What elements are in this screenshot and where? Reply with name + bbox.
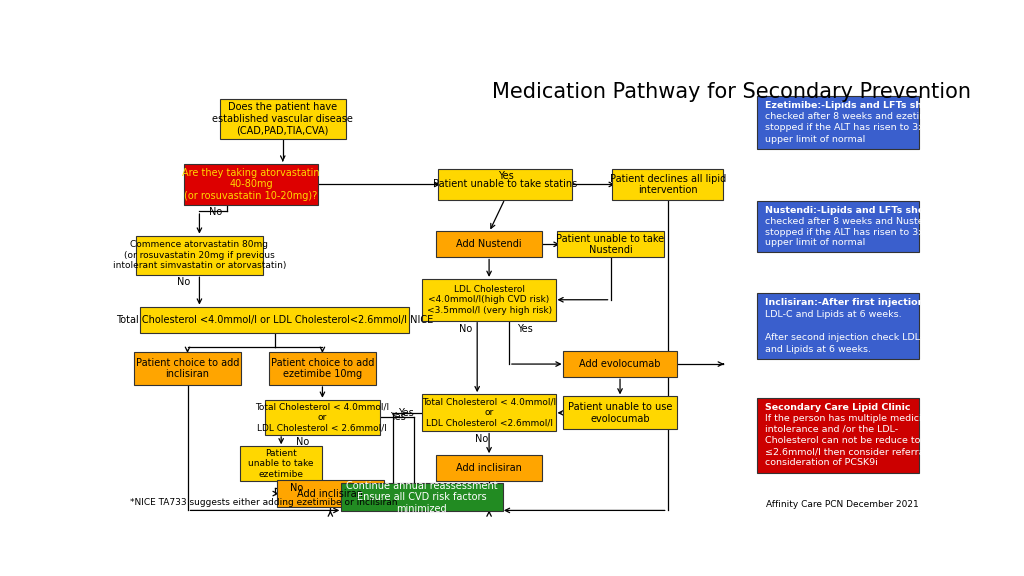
FancyBboxPatch shape — [557, 231, 664, 257]
Text: Patient unable to take statins: Patient unable to take statins — [433, 180, 578, 190]
Text: stopped if the ALT has risen to 3x: stopped if the ALT has risen to 3x — [765, 123, 924, 132]
Text: checked after 8 weeks and Nustendi: checked after 8 weeks and Nustendi — [765, 217, 939, 226]
Text: Patient choice to add
inclisiran: Patient choice to add inclisiran — [136, 358, 240, 380]
Text: upper limit of normal: upper limit of normal — [765, 135, 865, 143]
Text: ≤2.6mmol/l then consider referral for: ≤2.6mmol/l then consider referral for — [765, 448, 943, 456]
FancyBboxPatch shape — [422, 279, 556, 321]
Text: checked after 8 weeks and ezetimibe: checked after 8 weeks and ezetimibe — [765, 112, 943, 122]
Text: Yes: Yes — [498, 172, 513, 181]
FancyBboxPatch shape — [758, 293, 920, 359]
FancyBboxPatch shape — [341, 483, 503, 511]
Text: Patient unable to take
Nustendi: Patient unable to take Nustendi — [556, 233, 665, 255]
Text: Does the patient have
established vascular disease
(CAD,PAD,TIA,CVA): Does the patient have established vascul… — [212, 102, 353, 135]
Text: Yes: Yes — [398, 408, 414, 418]
Text: Cholesterol can not be reduce to: Cholesterol can not be reduce to — [765, 436, 921, 445]
Text: Yes: Yes — [517, 324, 532, 334]
FancyBboxPatch shape — [758, 96, 920, 149]
Text: consideration of PCSK9i: consideration of PCSK9i — [765, 458, 878, 468]
Text: Add inclisiran: Add inclisiran — [297, 488, 364, 499]
Text: No: No — [459, 324, 472, 334]
Text: and Lipids at 6 weeks.: and Lipids at 6 weeks. — [765, 345, 871, 354]
FancyBboxPatch shape — [436, 231, 543, 257]
Text: Ezetimibe:-Lipids and LFTs should be: Ezetimibe:-Lipids and LFTs should be — [765, 101, 962, 110]
Text: Are they taking atorvastatin
40-80mg
(or rosuvastatin 10-20mg)?: Are they taking atorvastatin 40-80mg (or… — [182, 168, 319, 201]
Text: Total Cholesterol < 4.0mmol/l
or
LDL Cholesterol < 2.6mmol/l: Total Cholesterol < 4.0mmol/l or LDL Cho… — [255, 403, 389, 432]
FancyBboxPatch shape — [422, 394, 556, 431]
Text: Continue annual reassessment
Ensure all CVD risk factors
minimized: Continue annual reassessment Ensure all … — [346, 480, 498, 514]
Text: Total Cholesterol < 4.0mmol/l
or
LDL Cholesterol <2.6mmol/l: Total Cholesterol < 4.0mmol/l or LDL Cho… — [422, 398, 556, 428]
Text: Total Cholesterol <4.0mmol/l or LDL Cholesterol<2.6mmol/l NICE: Total Cholesterol <4.0mmol/l or LDL Chol… — [116, 314, 433, 325]
FancyBboxPatch shape — [438, 169, 572, 200]
Text: Medication Pathway for Secondary Prevention: Medication Pathway for Secondary Prevent… — [492, 82, 971, 103]
Text: No: No — [474, 434, 487, 444]
FancyBboxPatch shape — [563, 351, 677, 377]
FancyBboxPatch shape — [612, 169, 723, 200]
FancyBboxPatch shape — [220, 99, 346, 139]
FancyBboxPatch shape — [278, 480, 384, 507]
Text: Inclisiran:-After first injection check: Inclisiran:-After first injection check — [765, 298, 958, 308]
FancyBboxPatch shape — [140, 306, 410, 333]
Text: *NICE TA733 suggests either adding ezetimibe or inclisiran: *NICE TA733 suggests either adding ezeti… — [130, 498, 398, 507]
Text: LDL-C and Lipids at 6 weeks.: LDL-C and Lipids at 6 weeks. — [765, 310, 902, 319]
Text: Secondary Care Lipid Clinic: Secondary Care Lipid Clinic — [765, 403, 910, 412]
FancyBboxPatch shape — [240, 446, 323, 482]
Text: Commence atorvastatin 80mg
(or rosuvastatin 20mg if previous
intolerant simvasta: Commence atorvastatin 80mg (or rosuvasta… — [113, 241, 286, 270]
Text: Add evolocumab: Add evolocumab — [580, 359, 660, 369]
Text: Yes: Yes — [390, 412, 406, 422]
FancyBboxPatch shape — [184, 164, 318, 205]
FancyBboxPatch shape — [134, 352, 241, 385]
Text: No: No — [291, 483, 304, 494]
Text: After second injection check LDL-C: After second injection check LDL-C — [765, 334, 930, 342]
Text: Patient declines all lipid
intervention: Patient declines all lipid intervention — [609, 173, 726, 195]
Text: Affinity Care PCN December 2021: Affinity Care PCN December 2021 — [767, 500, 920, 509]
Text: stopped if the ALT has risen to 3x: stopped if the ALT has risen to 3x — [765, 228, 924, 237]
FancyBboxPatch shape — [136, 236, 262, 275]
Text: Patient choice to add
ezetimibe 10mg: Patient choice to add ezetimibe 10mg — [270, 358, 374, 380]
Text: LDL Cholesterol
<4.0mmol/l(high CVD risk)
<3.5mmol/l (very high risk): LDL Cholesterol <4.0mmol/l(high CVD risk… — [427, 285, 552, 314]
Text: intolerance and /or the LDL-: intolerance and /or the LDL- — [765, 425, 898, 434]
Text: Patient unable to use
evolocumab: Patient unable to use evolocumab — [568, 402, 672, 424]
FancyBboxPatch shape — [265, 400, 380, 435]
FancyBboxPatch shape — [563, 396, 677, 429]
Text: upper limit of normal: upper limit of normal — [765, 238, 865, 247]
Text: No: No — [296, 437, 309, 447]
FancyBboxPatch shape — [436, 455, 543, 482]
Text: No: No — [209, 207, 222, 217]
FancyBboxPatch shape — [758, 201, 920, 252]
Text: Add Nustendi: Add Nustendi — [457, 239, 522, 249]
Text: No: No — [177, 277, 190, 287]
Text: Add inclisiran: Add inclisiran — [456, 463, 522, 473]
Text: If the person has multiple medicine: If the person has multiple medicine — [765, 414, 934, 423]
FancyBboxPatch shape — [269, 352, 376, 385]
FancyBboxPatch shape — [758, 397, 920, 472]
Text: Nustendi:-Lipids and LFTs should be: Nustendi:-Lipids and LFTs should be — [765, 206, 957, 215]
Text: Patient
unable to take
ezetimibe: Patient unable to take ezetimibe — [249, 449, 314, 479]
